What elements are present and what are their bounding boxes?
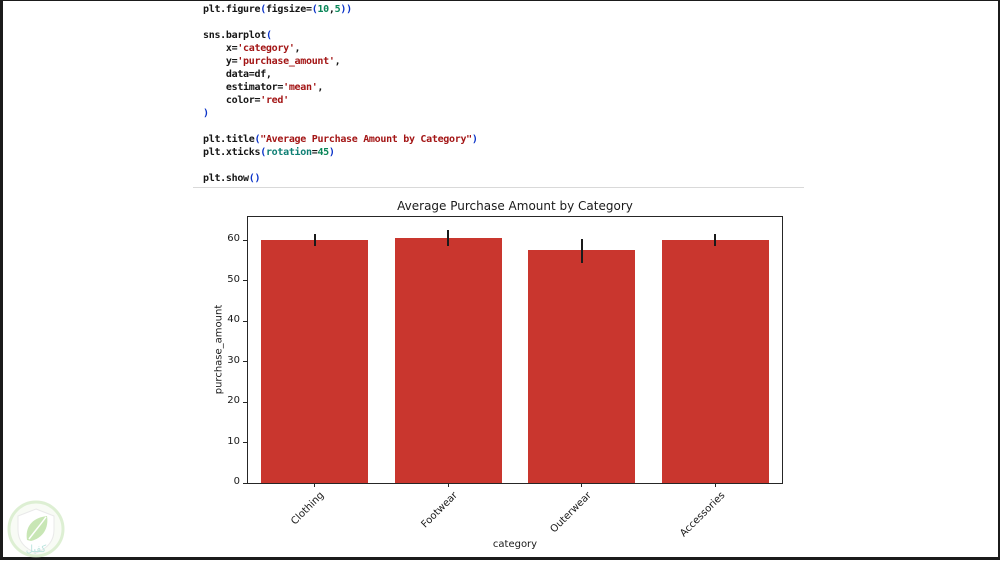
y-tick bbox=[243, 320, 247, 322]
y-tick bbox=[243, 239, 247, 241]
y-tick bbox=[243, 361, 247, 363]
code-line: sns.barplot( bbox=[203, 30, 272, 41]
code-line bbox=[203, 120, 803, 133]
bar-clothing bbox=[261, 240, 369, 483]
bar-footwear bbox=[394, 237, 502, 483]
y-tick bbox=[243, 442, 247, 443]
bar-outerwear bbox=[528, 250, 636, 483]
code-line: ) bbox=[203, 108, 209, 119]
code-line bbox=[203, 159, 803, 172]
y-tick bbox=[243, 280, 247, 282]
code-line: y='purchase_amount', bbox=[203, 56, 341, 67]
code-line: plt.show() bbox=[203, 173, 261, 184]
x-tick-label: Clothing bbox=[289, 490, 327, 528]
code-line bbox=[203, 16, 803, 29]
y-tick-label: 40 bbox=[227, 314, 240, 326]
y-tick-label: 20 bbox=[227, 395, 240, 407]
code-line: plt.title("Average Purchase Amount by Ca… bbox=[203, 134, 478, 145]
error-bar bbox=[313, 233, 316, 246]
x-tick-label: Accessories bbox=[677, 490, 728, 540]
code-line: plt.figure(figsize=(10,5)) bbox=[203, 4, 352, 15]
code-line: estimator='mean', bbox=[203, 82, 324, 93]
y-axis-label: purchase_amount bbox=[213, 304, 225, 395]
bar-accessories bbox=[661, 240, 769, 483]
code-line: color='red' bbox=[203, 95, 289, 106]
y-tick-label: 60 bbox=[227, 233, 240, 245]
y-tick-label: 30 bbox=[227, 354, 240, 366]
x-tick-label: Footwear bbox=[419, 490, 461, 531]
x-axis-label: category bbox=[492, 539, 538, 550]
x-tick-label: Outerwear bbox=[548, 490, 594, 536]
watermark-text: كفيل bbox=[25, 544, 47, 555]
chart-title: Average Purchase Amount by Category bbox=[397, 199, 633, 213]
code-line: x='category', bbox=[203, 43, 301, 54]
code-line: data=df, bbox=[203, 69, 272, 80]
y-tick-label: 0 bbox=[233, 476, 240, 487]
error-bar bbox=[580, 238, 583, 264]
y-tick bbox=[243, 401, 247, 403]
leaf-shield-icon bbox=[7, 500, 65, 558]
error-bar bbox=[714, 234, 717, 246]
watermark-logo: كفيل bbox=[5, 498, 67, 568]
cell-output-divider bbox=[193, 187, 804, 188]
x-tick bbox=[314, 483, 316, 487]
y-tick-label: 10 bbox=[227, 435, 240, 447]
chart-axes: 0 10 20 30 40 50 60 Clothing Footwear Outerwear Ac… bbox=[227, 216, 783, 539]
code-line: plt.xticks(rotation=45) bbox=[203, 147, 335, 158]
y-tick-label: 50 bbox=[227, 273, 240, 285]
y-tick bbox=[243, 482, 247, 484]
x-tick bbox=[714, 483, 716, 487]
error-bar bbox=[447, 229, 450, 247]
x-tick bbox=[581, 483, 583, 487]
x-tick bbox=[447, 483, 449, 487]
code-cell[interactable]: plt.figure(figsize=(10,5)) sns.barplot( x… bbox=[203, 3, 803, 185]
